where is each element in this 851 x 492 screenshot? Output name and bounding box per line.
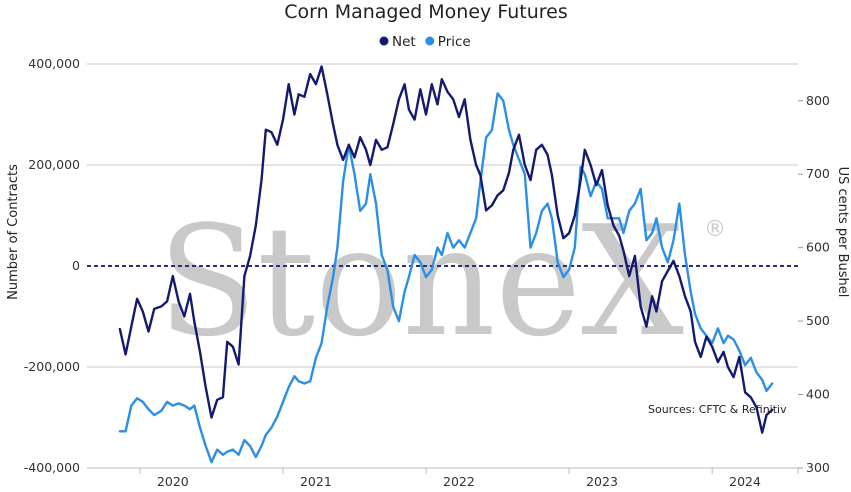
plot-lines xyxy=(118,65,774,464)
y2-tick-label: 600 xyxy=(806,240,830,255)
legend-marker-net xyxy=(379,36,389,46)
x-tick-label: 2020 xyxy=(157,474,189,489)
y-tick-label: -400,000 xyxy=(24,460,80,475)
legend-label-price: Price xyxy=(438,34,471,50)
y-tick-label: 400,000 xyxy=(28,56,80,71)
x-tick-label: 2022 xyxy=(443,474,475,489)
left-axis-ticks: 400,000 200,000 0 -200,000 -400,000 xyxy=(24,56,80,475)
legend: Net Price xyxy=(379,34,471,50)
y2-tick-label: 700 xyxy=(806,166,830,181)
y-tick-label: 0 xyxy=(72,258,80,273)
series-line-price xyxy=(118,92,774,464)
chart-title: Corn Managed Money Futures xyxy=(284,1,567,23)
x-tick-label: 2024 xyxy=(729,474,761,489)
x-tick-label: 2023 xyxy=(586,474,618,489)
y-axis-title: Number of Contracts xyxy=(6,164,21,300)
y2-tick-label: 800 xyxy=(806,93,830,108)
y2-tick-label: 400 xyxy=(806,387,830,402)
source-note: Sources: CFTC & Refinitiv xyxy=(648,403,787,416)
watermark-text: StoneX xyxy=(158,193,684,370)
legend-marker-price xyxy=(425,36,435,46)
y-tick-label: -200,000 xyxy=(24,359,80,374)
x-tick-label: 2021 xyxy=(300,474,332,489)
watermark-registered-mark: ® xyxy=(704,217,726,242)
series-line-net xyxy=(118,65,774,434)
x-axis-ticks: 2020 2021 2022 2023 2024 xyxy=(87,467,799,489)
right-axis-ticks: 800 700 600 500 400 300 xyxy=(798,93,830,475)
y2-tick-label: 300 xyxy=(806,460,830,475)
legend-label-net: Net xyxy=(392,34,416,50)
watermark: StoneX ® xyxy=(158,193,726,370)
y2-axis-title: US cents per Bushel xyxy=(835,167,850,298)
y2-tick-label: 500 xyxy=(806,313,830,328)
y-tick-label: 200,000 xyxy=(28,157,80,172)
